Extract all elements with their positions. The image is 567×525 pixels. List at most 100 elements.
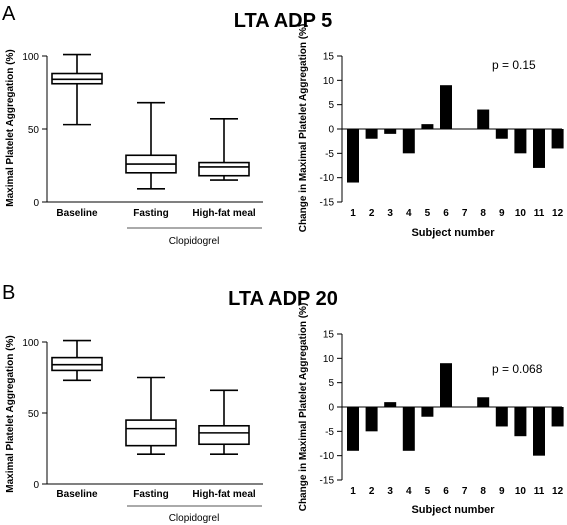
panel-a-bar-xtick-label: 6	[443, 208, 449, 219]
panel-b-title: LTA ADP 20	[228, 288, 338, 310]
panel-a-bar-xtick-label: 7	[462, 208, 468, 219]
panel-b-bar-xtick-label: 1	[350, 486, 356, 497]
panel-b-pvalue: p = 0.068	[492, 362, 543, 376]
panel-b-bar-xlabel: Subject number	[411, 504, 495, 516]
panel-a-bar-ytick-label: 15	[323, 52, 335, 63]
box-iqr	[198, 161, 250, 177]
panel-b-bar-xtick-label: 10	[515, 486, 527, 497]
panel-a-bar-ytick-label: 10	[323, 76, 335, 87]
panel-a: A LTA ADP 5 Maximal Platelet Aggregation…	[2, 3, 564, 247]
panel-b-bar-xtick-label: 7	[462, 486, 468, 497]
panel-a-bar-ytick-label: 5	[328, 100, 334, 111]
panel-a-bar-xtick-label: 4	[406, 208, 412, 219]
panel-a-title: LTA ADP 5	[234, 10, 333, 32]
box-iqr	[198, 424, 250, 446]
panel-a-bar	[477, 109, 490, 129]
panel-a-box	[198, 117, 250, 181]
panel-a-box-category-label: High-fat meal	[192, 208, 256, 219]
panel-b-bar	[384, 402, 397, 407]
panel-b-box-ylabel: Maximal Platelet Aggregation (%)	[5, 335, 16, 492]
panel-b-bar-xtick-label: 9	[499, 486, 505, 497]
panel-a-bar-xtick-label: 2	[369, 208, 375, 219]
panel-b-bar-xtick-label: 6	[443, 486, 449, 497]
panel-b-box-ytick-label: 0	[33, 480, 39, 491]
panel-b-bar	[365, 407, 378, 432]
panel-a-bar-ytick-label: 0	[328, 125, 334, 136]
panel-b-bar-ylabel: Change in Maximal Platelet Aggregation (…	[298, 303, 309, 512]
panel-b-box	[51, 339, 103, 382]
panel-b-bar-xtick-label: 3	[387, 486, 393, 497]
panel-a-bar	[347, 129, 359, 183]
panel-b-bar	[347, 407, 359, 451]
panel-a-bar	[551, 129, 564, 149]
panel-a-bar-xtick-label: 9	[499, 208, 505, 219]
panel-a-box-category-label: Fasting	[133, 208, 169, 219]
panel-b-bar	[477, 397, 490, 407]
panel-b-bar	[495, 407, 508, 427]
panel-b-boxes	[51, 339, 250, 455]
panel-b-letter: B	[2, 282, 15, 304]
panel-b-box	[198, 389, 250, 455]
panel-b-bar	[514, 407, 527, 437]
panel-b-bar-xtick-label: 5	[425, 486, 431, 497]
panel-a-bar-ytick-label: -5	[325, 149, 334, 160]
panel-b-box-chart: Maximal Platelet Aggregation (%) 0 50 10…	[5, 335, 263, 524]
panel-a-bar-xtick-label: 12	[552, 208, 564, 219]
panel-a-box	[125, 101, 177, 190]
panel-a-box-ylabel: Maximal Platelet Aggregation (%)	[5, 49, 16, 206]
panel-b-bar	[421, 407, 434, 417]
panel-a-box-yticks: 0 50 100	[22, 52, 47, 209]
panel-a-bar	[514, 129, 527, 154]
panel-a-bar-chart: Change in Maximal Platelet Aggregation (…	[298, 24, 564, 239]
panel-b-group-label: Clopidogrel	[169, 513, 220, 524]
panel-a-bar	[402, 129, 415, 154]
panel-a-bar-xlabel: Subject number	[411, 227, 495, 239]
panel-b-box	[125, 376, 177, 455]
panel-a-bar	[421, 124, 434, 129]
panel-b-bars: 1 2 3 4 5 6 7 8 9 10 11 12	[347, 363, 564, 497]
panel-b-bar-xtick-label: 8	[480, 486, 486, 497]
panel-b-bar-ylabel-line1: Change in Maximal Platelet Aggregation (…	[298, 303, 309, 512]
panel-b-bar	[440, 363, 452, 407]
panel-b-bar	[533, 407, 545, 456]
panel-a-boxes	[51, 53, 250, 190]
panel-a-letter: A	[2, 3, 16, 25]
panel-b-box-category-label: High-fat meal	[192, 489, 256, 500]
panel-a-bar-xtick-label: 11	[534, 208, 545, 219]
panel-a-bar	[533, 129, 545, 168]
panel-a-box-chart: Maximal Platelet Aggregation (%) 0 50 10…	[5, 49, 263, 247]
panel-a-bar	[365, 129, 378, 139]
panel-a-bar	[495, 129, 508, 139]
panel-b-box-ytick-label: 50	[28, 409, 40, 420]
panel-b-box-category-label: Fasting	[133, 489, 169, 500]
panel-a-box-ytick-label: 0	[33, 198, 39, 209]
panel-a-bars: 1 2 3 4 5 6 7 8 9 10 11 12	[347, 85, 564, 219]
panel-b-bar-ytick-label: 10	[323, 354, 335, 365]
panel-a-bar-xtick-label: 5	[425, 208, 431, 219]
panel-b-bar-chart: Change in Maximal Platelet Aggregation (…	[298, 303, 564, 516]
panel-b-bar-ytick-label: -5	[325, 427, 334, 438]
panel-a-bar	[440, 85, 452, 129]
panel-a-bar-xtick-label: 8	[480, 208, 486, 219]
panel-b-bar-yticks: -15 -10 -5 0 5 10 15	[320, 330, 342, 487]
panel-b-bar-xtick-label: 4	[406, 486, 412, 497]
panel-a-bar-xtick-label: 10	[515, 208, 527, 219]
panel-a-bar-xtick-label: 3	[387, 208, 393, 219]
panel-b-bar	[551, 407, 564, 427]
panel-b-bar-xtick-label: 12	[552, 486, 564, 497]
panel-a-bar-xtick-label: 1	[350, 208, 356, 219]
panel-a-bar-ytick-label: -15	[320, 198, 335, 209]
panel-a-bar	[384, 129, 397, 134]
panel-a-bar-ylabel: Change in Maximal Platelet Aggregation (…	[298, 24, 309, 233]
panel-a-bar-ytick-label: -10	[320, 173, 335, 184]
panel-a-bar-yticks: -15 -10 -5 0 5 10 15	[320, 52, 342, 209]
panel-a-box-category-label: Baseline	[56, 208, 98, 219]
panel-a-box-ytick-label: 100	[22, 52, 39, 63]
box-iqr	[125, 419, 177, 447]
panel-b: B LTA ADP 20 Maximal Platelet Aggregatio…	[2, 282, 564, 524]
panel-a-box-ytick-label: 50	[28, 125, 40, 136]
panel-b-bar-ytick-label: -15	[320, 476, 335, 487]
panel-b-box-category-label: Baseline	[56, 489, 98, 500]
panel-b-bar-xtick-label: 11	[534, 486, 545, 497]
